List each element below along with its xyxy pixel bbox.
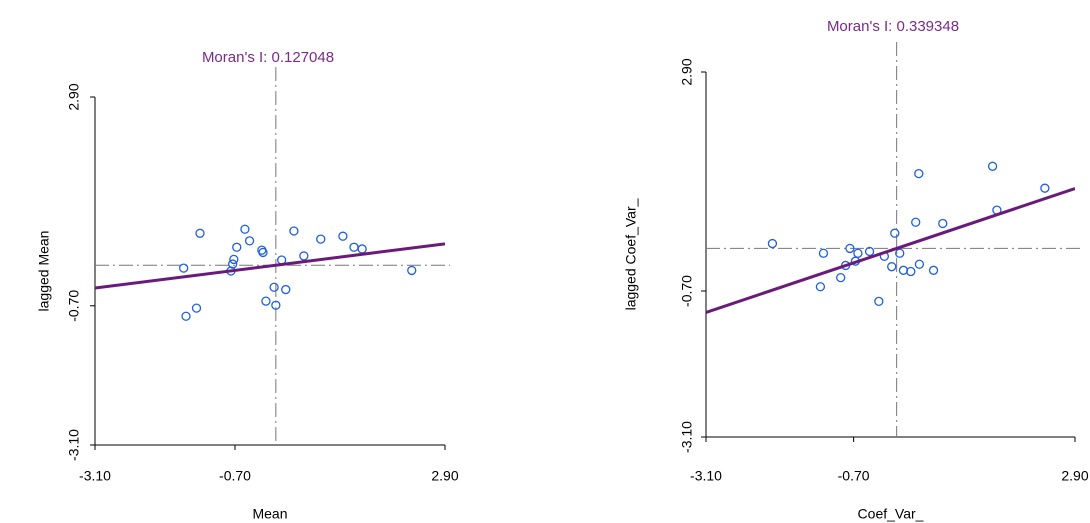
point: [338, 231, 348, 241]
point: [890, 228, 900, 238]
y-axis-label: lagged Coef_Var_: [623, 198, 639, 310]
point: [914, 259, 925, 269]
point: [179, 263, 189, 273]
point: [864, 246, 875, 257]
point: [357, 244, 367, 254]
regression-line: [95, 242, 445, 290]
point: [836, 272, 846, 283]
point: [349, 242, 359, 252]
point: [767, 238, 778, 249]
x-tick-label: -0.70: [838, 468, 870, 484]
x-tick-label: -0.70: [219, 468, 251, 484]
point: [987, 161, 998, 171]
point: [244, 236, 255, 246]
y-tick-label: -0.70: [66, 290, 82, 322]
x-tick-label: 2.90: [1061, 468, 1088, 484]
point: [407, 265, 417, 276]
x-tick-label: -3.10: [690, 468, 722, 484]
point: [898, 265, 909, 275]
y-tick-label: 2.90: [679, 58, 695, 85]
point: [299, 251, 309, 261]
point: [906, 266, 916, 277]
y-axis-label: lagged Mean: [36, 231, 52, 312]
y-tick-label: 2.90: [66, 83, 82, 110]
point: [895, 248, 905, 258]
point: [887, 262, 897, 272]
point: [269, 282, 279, 292]
y-tick-label: -3.10: [66, 429, 82, 461]
point: [914, 168, 924, 179]
point: [818, 248, 829, 258]
point: [289, 226, 299, 236]
chart-title: Moran's I: 0.127048: [202, 49, 334, 66]
point: [181, 311, 191, 321]
point: [240, 224, 250, 234]
point: [261, 296, 271, 306]
point: [258, 247, 268, 258]
point: [815, 282, 826, 292]
point: [928, 265, 939, 275]
point: [232, 242, 242, 252]
point: [271, 300, 281, 310]
x-axis-label: Mean: [252, 506, 287, 522]
point: [229, 254, 239, 265]
y-tick-label: -0.70: [679, 275, 695, 307]
point: [853, 248, 863, 258]
y-tick-label: -3.10: [679, 421, 695, 453]
point: [228, 259, 238, 269]
point: [911, 217, 921, 227]
point: [874, 296, 884, 306]
point: [1040, 183, 1050, 193]
x-tick-label: -3.10: [79, 468, 111, 484]
point: [281, 284, 291, 295]
point: [191, 303, 202, 313]
point: [316, 234, 326, 244]
point: [845, 243, 855, 254]
chart-title: Moran's I: 0.339348: [827, 18, 959, 35]
x-axis-label: Coef_Var_: [858, 506, 924, 522]
x-tick-label: 2.90: [431, 468, 458, 484]
point: [938, 218, 948, 229]
point: [195, 228, 205, 238]
regression-line: [706, 187, 1075, 314]
